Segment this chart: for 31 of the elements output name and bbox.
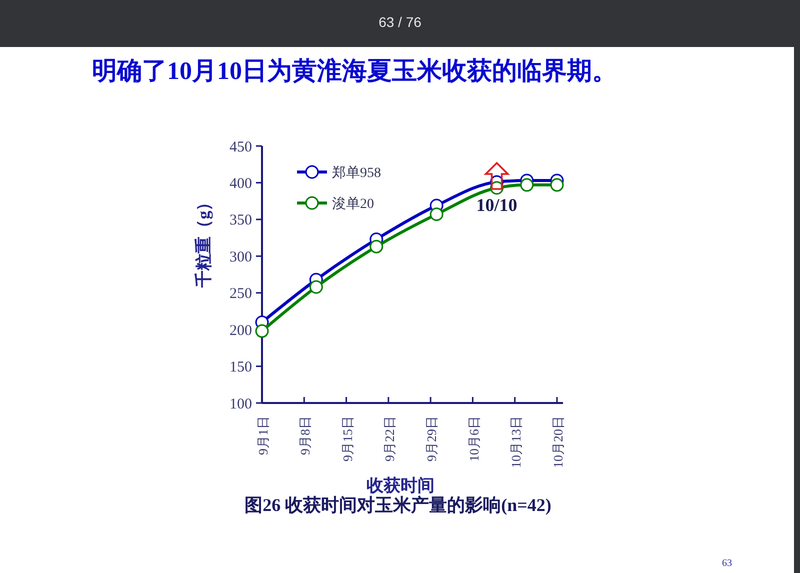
y-tick-label: 350 xyxy=(230,212,252,229)
legend-label: 浚单20 xyxy=(332,196,374,212)
annotation: 10/10 xyxy=(476,194,518,215)
point xyxy=(370,240,384,254)
y-axis-title: 千粒重（g） xyxy=(194,194,213,288)
point xyxy=(520,178,534,192)
point xyxy=(550,178,564,192)
x-tick-label: 10月20日 xyxy=(550,416,566,468)
y-tick-label: 100 xyxy=(230,396,252,412)
point xyxy=(255,324,269,338)
y-tick-label: 150 xyxy=(230,360,252,376)
x-tick-label: 10月6日 xyxy=(466,416,482,462)
point xyxy=(309,280,323,294)
x-axis-title: 收获时间 xyxy=(366,476,434,495)
y-tick-label: 450 xyxy=(230,139,252,156)
y-tick-label: 400 xyxy=(230,176,252,192)
text: 63 xyxy=(722,558,732,569)
x-tick-label: 10月13日 xyxy=(508,416,524,468)
x-tick-label: 9月1日 xyxy=(256,416,271,455)
x-tick-label: 9月8日 xyxy=(298,416,313,455)
chart-title: 明确了10月10日为黄淮海夏玉米收获的临界期。 xyxy=(92,57,617,85)
caption: 图26 收获时间对玉米产量的影响(n=42) xyxy=(244,495,552,515)
x-tick-label: 9月22日 xyxy=(382,416,397,462)
y-tick-label: 250 xyxy=(230,286,252,302)
text: 63 / 76 xyxy=(378,14,422,30)
x-tick-label: 9月29日 xyxy=(424,416,440,462)
y-tick-label: 300 xyxy=(230,249,252,266)
legend-label: 郑单958 xyxy=(332,164,381,181)
point xyxy=(430,208,444,222)
y-tick-label: 200 xyxy=(230,322,252,339)
x-tick-label: 9月15日 xyxy=(340,416,355,462)
